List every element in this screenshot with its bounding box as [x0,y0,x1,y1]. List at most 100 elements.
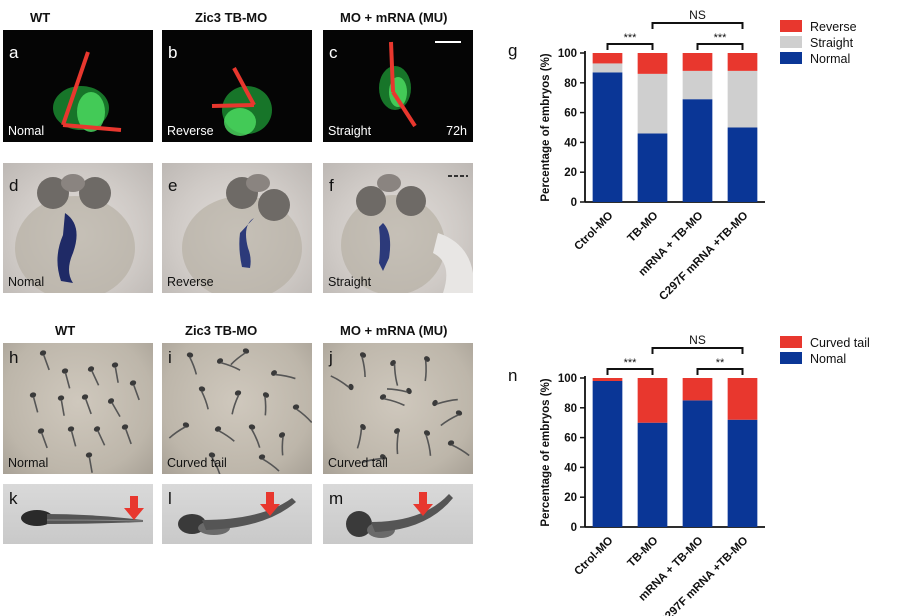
larva-head [93,426,101,432]
legend-swatch [780,20,802,32]
larva [186,352,198,375]
larva-tail [60,399,65,416]
panel-caption-b: Reverse [167,124,214,138]
panel-b-heart-morphant: b Reverse [162,30,312,142]
larva-tail [383,397,405,407]
larva [111,362,119,383]
bar-segment-curved-tail [592,378,623,381]
larva-tail [168,426,186,439]
significance-bracket: *** [606,32,654,50]
larva-tail [132,384,140,401]
larva-head [348,383,354,391]
bar-segment-curved-tail [727,378,758,420]
larva [230,348,250,366]
larva [330,375,354,391]
larva [85,452,93,473]
panel-letter-chart: g [508,41,517,60]
significance-label: *** [624,357,638,369]
larvae-dish-i [168,348,312,474]
x-tick-label: TB-MO [625,535,660,570]
larva-head [107,398,115,404]
larva-head [262,392,270,398]
panel-c-heart-rescue: c Straight 72h [323,30,473,142]
significance-label: NS [689,8,706,22]
legend-swatch [780,52,802,64]
larva [359,352,367,378]
x-tick-label: Ctrol-MO [572,210,615,253]
larva-head [186,352,194,358]
larva [231,390,242,415]
larva-head [208,452,216,458]
y-tick-label: 80 [564,78,577,90]
larva-tail [230,352,246,366]
red-arrow-icon [124,496,144,520]
y-tick-label: 100 [558,48,577,60]
larva-tail [275,373,296,380]
larva-tail [281,436,284,456]
legend-label: Normal [810,52,850,66]
larva [61,368,71,389]
bar-segment-straight [727,70,758,128]
title-rescue-bottom: MO + mRNA (MU) [340,323,448,338]
larva-tail [42,354,50,371]
legend-swatch [780,352,802,364]
y-tick-label: 20 [564,492,577,504]
panel-i-dish-morphant: i Curved tail [162,343,312,474]
panel-f-insitu-rescue: f Straight [323,163,473,293]
larva [216,358,241,371]
larva-tail [231,394,240,415]
larva-tail [32,396,39,413]
heart-fluorescence-a [53,51,122,132]
larva [67,426,77,447]
panel-m-lateral-rescue: m [323,484,473,544]
larva [361,454,386,464]
panel-caption-e: Reverse [167,275,214,289]
panel-letter-c: c [329,43,338,62]
larva-tail [124,428,132,445]
y-tick-label: 80 [564,403,577,415]
panel-caption-h: Normal [8,456,49,470]
significance-bracket: NS [651,8,744,29]
panel-h-dish-wt: h Normal [3,343,153,474]
panel-l-lateral-morphant: l [162,484,312,544]
panel-letter-j: j [329,348,333,367]
larva-tail [84,398,92,415]
larva [390,360,399,386]
panel-letter-k: k [9,489,18,508]
significance-bracket: NS [651,333,744,354]
larva [129,380,140,401]
panel-caption-a: Nomal [8,124,45,138]
larva [214,426,235,442]
embryo-insitu-f [341,174,473,293]
panel-j-dish-rescue: j Curved tail [323,343,473,474]
larva-tail [262,458,280,472]
bar-segment-nomal [637,422,668,527]
larva [39,350,50,371]
bar-segment-nomal [682,400,713,527]
y-axis-label: Percentage of embryos (%) [540,378,552,526]
significance-bracket: ** [696,357,744,375]
panel-letter-a: a [9,43,19,62]
larva [432,398,458,407]
larva [107,398,121,417]
bar-segment-reverse [727,53,758,71]
larva-lateral-k [21,496,144,526]
larva-tail [436,398,458,405]
larva-tail [330,375,350,388]
legend-label: Straight [810,36,854,50]
larva-tail [386,388,408,393]
significance-bracket: *** [696,32,744,50]
panel-letter-e: e [168,176,178,195]
larva-tail [188,356,198,375]
larva-tail [218,430,235,442]
panel-time-c: 72h [446,124,467,138]
title-wt-top: WT [30,10,51,25]
larva-head [390,360,396,366]
bar-segment-straight [637,73,668,134]
y-tick-label: 0 [571,522,577,534]
larvae-dish-j [330,352,470,464]
larva-head [198,386,206,392]
larvae-dish-h [29,350,140,473]
panel-e-insitu-morphant: e Reverse [162,163,312,293]
panel-caption-j: Curved tail [328,456,388,470]
